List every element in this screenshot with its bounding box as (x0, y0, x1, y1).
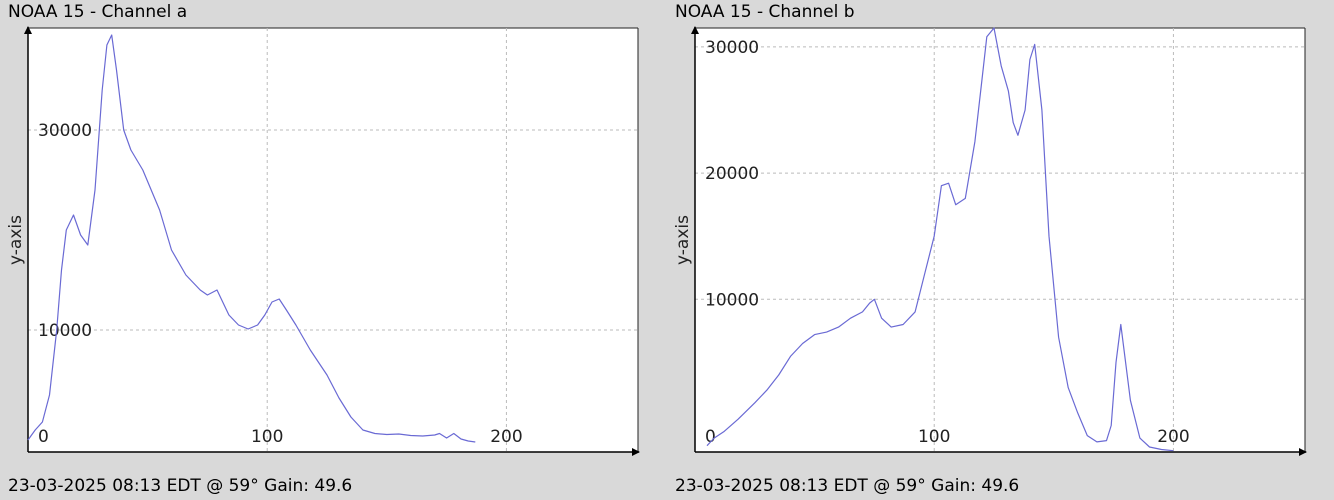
x-tick-label: 100 (251, 427, 283, 447)
x-tick-label: 100 (918, 427, 950, 447)
x-tick-label: 200 (1157, 427, 1189, 447)
x-tick-label: 0 (705, 427, 716, 447)
chart-footer: 23-03-2025 08:13 EDT @ 59° Gain: 49.6 (8, 476, 353, 496)
y-axis-arrow (691, 26, 699, 34)
y-axis-arrow (24, 26, 32, 34)
chart-panel-a: NOAA 15 - Channel a 0 100 200 10000 30000 y-a… (6, 2, 640, 496)
x-tick-label: 200 (490, 427, 522, 447)
y-tick-label: 30000 (705, 38, 759, 58)
chart-b: 0 100 200 10000 20000 30000 y-axis (673, 26, 1307, 456)
chart-title: NOAA 15 - Channel a (8, 2, 188, 22)
series-line (706, 27, 1174, 452)
x-axis-arrow (632, 448, 640, 456)
chart-title: NOAA 15 - Channel b (675, 2, 855, 22)
x-axis-arrow (1299, 448, 1307, 456)
y-tick-label: 30000 (38, 121, 92, 141)
y-tick-label: 10000 (705, 290, 759, 310)
x-tick-label: 0 (38, 427, 49, 447)
plot-area (28, 28, 638, 452)
plot-area (695, 28, 1305, 452)
y-tick-label: 20000 (705, 164, 759, 184)
chart-a: 0 100 200 10000 30000 y-axis (6, 26, 640, 456)
y-tick-label: 10000 (38, 321, 92, 341)
chart-footer: 23-03-2025 08:13 EDT @ 59° Gain: 49.6 (675, 476, 1020, 496)
y-axis-label: y-axis (6, 215, 26, 265)
chart-panel-b: NOAA 15 - Channel b 0 100 200 10000 20000 300… (667, 0, 1334, 500)
y-axis-label: y-axis (673, 215, 693, 265)
series-line (27, 34, 476, 443)
